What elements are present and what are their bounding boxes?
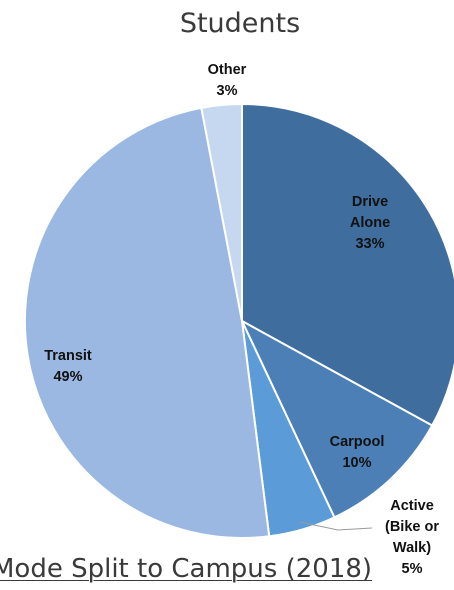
leader-line-active: [299, 521, 373, 531]
pie-slice-other: [200, 102, 243, 322]
pie-slice-carpool: [239, 318, 434, 519]
chart-title: Students: [179, 8, 301, 39]
slice-label-carpool: Carpool 10%: [330, 434, 385, 471]
pie-slice-transit: [23, 106, 271, 539]
slice-label-active-bike-or-walk: Active (Bike or Walk) 5%: [385, 498, 439, 577]
slice-label-transit: Transit 49%: [44, 348, 92, 385]
figure-caption: Mode Split to Campus (2018): [0, 554, 373, 584]
pie-slice-drive-alone: [241, 102, 454, 427]
pie-slices: [23, 102, 454, 539]
leader-lines: [299, 521, 373, 531]
slice-label-drive-alone: Drive Alone 33%: [350, 194, 390, 252]
slice-label-other: Other 3%: [208, 62, 247, 99]
slice-labels: Drive Alone 33% Carpool 10%Active (Bike or Wal…: [44, 62, 439, 577]
